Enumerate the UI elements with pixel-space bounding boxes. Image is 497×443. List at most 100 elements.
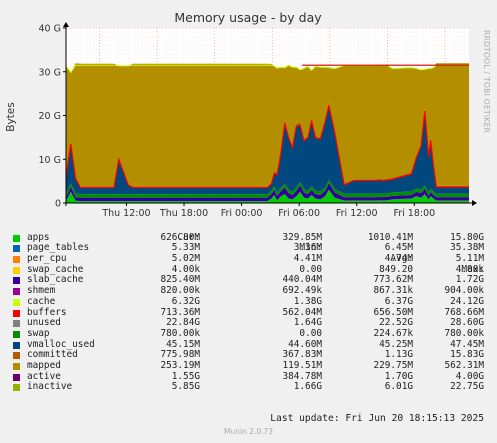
- legend-avg: 6.37G: [384, 295, 413, 307]
- legend-avg: 1.70G: [384, 370, 413, 382]
- legend-min: 562.04M: [282, 306, 322, 318]
- legend-swatch: [13, 320, 20, 328]
- legend-swatch: [13, 330, 20, 338]
- legend-name: buffers: [27, 306, 67, 318]
- legend-header: Cur: Min: Avg: Max:: [0, 222, 497, 275]
- legend-rows: apps 626.80M 329.85M 1010.41M 15.80G page_tab…: [0, 231, 497, 393]
- legend-swatch: [13, 352, 20, 360]
- legend-avg: 656.50M: [373, 306, 413, 318]
- legend-cur: 5.85G: [171, 381, 200, 393]
- legend-min: 367.83M: [282, 349, 322, 361]
- legend-row-apps: apps 626.80M 329.85M 1010.41M 15.80G: [0, 231, 497, 244]
- x-tick-label: Fri 12:00: [336, 208, 378, 219]
- legend-table: Cur: Min: Avg: Max: apps 626.80M 329.85M 10…: [0, 222, 497, 393]
- legend-swatch: [13, 234, 20, 242]
- legend-swatch: [13, 309, 20, 317]
- legend-max: 904.00k: [444, 285, 484, 297]
- legend-min: 1.66G: [293, 381, 322, 393]
- legend-name: active: [27, 370, 61, 382]
- legend-cur: 253.19M: [160, 359, 200, 371]
- legend-cur: 626.80M: [160, 231, 200, 243]
- memory-chart: Memory usage - by day Bytes RRDTOOL / TO…: [5, 10, 491, 219]
- legend-avg: 6.01G: [384, 381, 413, 393]
- legend-name: slab_cache: [27, 274, 84, 286]
- legend-name: per_cpu: [27, 253, 67, 265]
- legend-min: 1.38G: [293, 295, 322, 307]
- legend-cur: 825.40M: [160, 274, 200, 286]
- legend-row-swap_cache: swap_cache 4.00k 0.00 849.20 4.00k: [0, 263, 497, 276]
- legend-cur: 22.84G: [166, 317, 200, 329]
- legend-min: 119.51M: [282, 359, 322, 371]
- legend-avg: 867.31k: [373, 285, 413, 297]
- legend-max: 562.31M: [444, 359, 484, 371]
- legend-cur: 5.33M: [171, 242, 200, 254]
- y-ticks: 0 10 G 20 G 30 G 40 G: [39, 24, 66, 210]
- legend-min: 1.64G: [293, 317, 322, 329]
- legend-swatch: [13, 277, 20, 285]
- overlay-lines: [65, 64, 469, 189]
- legend-cur: 820.00k: [160, 285, 200, 297]
- line-buffers: [65, 105, 469, 189]
- x-tick-label: Fri 18:00: [393, 208, 435, 219]
- legend-cur: 45.15M: [166, 338, 200, 350]
- legend-min: 4.41M: [293, 253, 322, 265]
- legend-swatch: [13, 384, 20, 392]
- legend-avg: 849.20: [379, 263, 413, 275]
- legend-row-inactive: inactive 5.85G 1.66G 6.01G 22.75G: [0, 382, 497, 393]
- x-tick-label: Thu 12:00: [101, 208, 150, 219]
- y-tick-label: 30 G: [39, 67, 61, 78]
- legend-name: swap: [27, 327, 50, 339]
- legend-name: vmalloc_used: [27, 338, 95, 350]
- rrdtool-credit: RRDTOOL / TOBI OETIKER: [482, 30, 491, 133]
- legend-max: 47.45M: [450, 338, 484, 350]
- legend-row-mapped: mapped 253.19M 119.51M 229.75M 562.31M: [0, 359, 497, 372]
- legend-avg: 22.52G: [379, 317, 413, 329]
- legend-avg: 4.74M: [384, 253, 413, 265]
- legend-swatch: [13, 266, 20, 274]
- legend-row-per_cpu: per_cpu 5.02M 4.41M 4.74M 5.11M: [0, 253, 497, 265]
- legend-row-swap: swap 780.00k 0.00 224.67k 780.00k: [0, 327, 497, 340]
- munin-version: Munin 2.0.73: [223, 427, 274, 436]
- legend-avg: 773.62M: [373, 274, 413, 286]
- legend-row-active: active 1.55G 384.78M 1.70G 4.00G: [0, 370, 497, 383]
- y-tick-label: 40 G: [39, 24, 61, 35]
- legend-max: 15.83G: [450, 349, 484, 361]
- legend-row-vmalloc_used: vmalloc_used 45.15M 44.60M 45.25M 47.45M: [0, 338, 497, 351]
- y-tick-label: 10 G: [39, 155, 61, 166]
- legend-cur: 713.36M: [160, 306, 200, 318]
- legend-row-slab_cache: slab_cache 825.40M 440.04M 773.62M 1.72G: [0, 275, 497, 286]
- legend-avg: 229.75M: [373, 359, 413, 371]
- legend-avg: 224.67k: [373, 327, 413, 339]
- area-apps: [66, 189, 469, 203]
- legend-avg: 1010.41M: [367, 231, 413, 243]
- legend-row-committed: committed 775.98M 367.83M 1.13G 15.83G: [0, 350, 497, 361]
- legend-swatch: [13, 341, 20, 349]
- legend-row-shmem: shmem 820.00k 692.49k 867.31k 904.00k: [0, 285, 497, 297]
- legend-name: mapped: [27, 359, 61, 371]
- last-update: Last update: Fri Jun 20 18:15:13 2025: [270, 413, 484, 424]
- legend-min: 3.36M: [293, 242, 322, 254]
- legend-cur: 1.55G: [171, 370, 200, 382]
- legend-min: 44.60M: [288, 338, 322, 350]
- y-axis-arrow: [63, 22, 69, 27]
- y-axis-label: Bytes: [5, 102, 17, 131]
- legend-swatch: [13, 373, 20, 381]
- legend-header-min: Min:: [299, 242, 322, 254]
- legend-name: unused: [27, 317, 61, 329]
- legend-min: 692.49k: [282, 285, 322, 297]
- legend-swatch: [13, 298, 20, 306]
- chart-title: Memory usage - by day: [174, 10, 322, 25]
- y-tick-label: 20 G: [39, 111, 61, 122]
- legend-row-unused: unused 22.84G 1.64G 22.52G 28.60G: [0, 317, 497, 329]
- legend-cur: 4.00k: [171, 263, 200, 275]
- legend-swatch: [13, 288, 20, 296]
- legend-max: 22.75G: [450, 381, 484, 393]
- legend-header-cur: Cur:: [177, 231, 200, 243]
- legend-min: 440.04M: [282, 274, 322, 286]
- legend-max: 35.38M: [450, 242, 484, 254]
- x-axis-arrow: [472, 200, 477, 206]
- area-cache: [66, 105, 469, 195]
- legend-name: swap_cache: [27, 263, 84, 275]
- legend-swatch: [13, 256, 20, 264]
- legend-avg: 45.25M: [379, 338, 413, 350]
